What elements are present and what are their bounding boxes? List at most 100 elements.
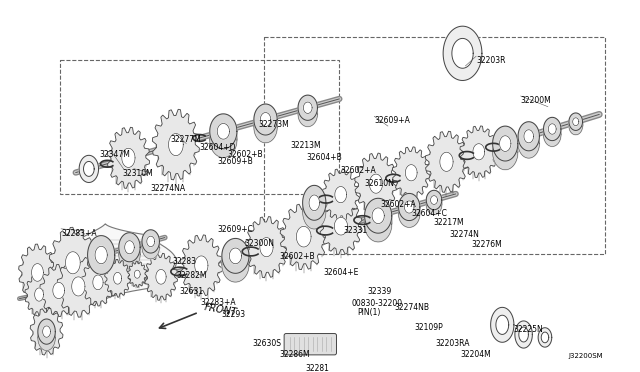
Polygon shape (496, 315, 509, 334)
Text: 32300N: 32300N (244, 240, 275, 248)
Text: 32282M: 32282M (177, 270, 207, 279)
Polygon shape (399, 193, 420, 221)
Polygon shape (79, 155, 99, 183)
Polygon shape (88, 245, 115, 284)
Polygon shape (440, 152, 453, 171)
Polygon shape (254, 112, 277, 143)
Polygon shape (25, 273, 53, 316)
Text: 32602+A: 32602+A (380, 200, 416, 209)
Polygon shape (569, 117, 582, 135)
Polygon shape (431, 196, 438, 204)
Text: 32200M: 32200M (521, 96, 552, 105)
Text: FRONT: FRONT (204, 302, 238, 318)
Text: 32602+A: 32602+A (340, 166, 376, 175)
Polygon shape (541, 332, 548, 343)
Polygon shape (473, 144, 484, 160)
Polygon shape (405, 165, 417, 181)
Bar (264, 37, 605, 254)
Polygon shape (42, 324, 52, 339)
Text: 32331: 32331 (343, 226, 367, 235)
Polygon shape (147, 236, 155, 247)
Polygon shape (426, 190, 442, 210)
Polygon shape (365, 207, 392, 242)
Text: 32274NB: 32274NB (395, 304, 429, 312)
Polygon shape (404, 201, 414, 213)
Polygon shape (334, 217, 348, 235)
Polygon shape (210, 123, 237, 157)
Text: 32630S: 32630S (252, 339, 281, 348)
Text: 32602+B: 32602+B (227, 150, 262, 159)
Polygon shape (108, 127, 150, 189)
Polygon shape (372, 208, 384, 224)
Text: 32604+B: 32604+B (307, 153, 342, 162)
Polygon shape (320, 198, 362, 254)
Polygon shape (296, 227, 311, 247)
Polygon shape (426, 195, 442, 215)
Polygon shape (93, 275, 103, 290)
Polygon shape (548, 124, 556, 134)
Polygon shape (518, 129, 540, 158)
Polygon shape (128, 261, 147, 287)
Polygon shape (369, 174, 383, 193)
Polygon shape (53, 282, 65, 299)
Text: 32286M: 32286M (279, 350, 310, 359)
Polygon shape (303, 194, 326, 229)
Polygon shape (142, 235, 159, 259)
Text: 32283: 32283 (173, 257, 196, 266)
Text: 32604+D: 32604+D (200, 142, 236, 151)
Bar (60, 60, 339, 194)
Polygon shape (217, 124, 230, 139)
Text: 32225N: 32225N (513, 325, 543, 334)
Text: 32204M: 32204M (461, 350, 492, 359)
Polygon shape (72, 277, 85, 296)
Text: 32339: 32339 (367, 287, 392, 296)
Polygon shape (573, 118, 579, 126)
Polygon shape (460, 126, 498, 178)
Polygon shape (543, 123, 561, 147)
Text: 32609+B: 32609+B (217, 157, 253, 166)
Polygon shape (524, 130, 534, 143)
Polygon shape (500, 136, 511, 151)
Text: 32347M: 32347M (99, 150, 130, 159)
Polygon shape (515, 321, 532, 348)
Text: 32213M: 32213M (290, 141, 321, 150)
Polygon shape (134, 270, 140, 278)
Polygon shape (83, 161, 94, 176)
Polygon shape (260, 113, 271, 126)
Polygon shape (399, 200, 420, 227)
Polygon shape (19, 244, 56, 301)
Text: 32217M: 32217M (433, 218, 464, 227)
Text: PIN(1): PIN(1) (357, 308, 380, 317)
Polygon shape (35, 288, 44, 301)
Text: J32200SM: J32200SM (568, 353, 603, 359)
Polygon shape (260, 238, 273, 257)
Polygon shape (119, 233, 140, 262)
Text: 32631: 32631 (179, 287, 204, 296)
Polygon shape (65, 252, 80, 274)
Polygon shape (303, 185, 326, 220)
Polygon shape (493, 126, 518, 161)
Text: 32609+A: 32609+A (374, 116, 410, 125)
FancyBboxPatch shape (284, 334, 337, 355)
Polygon shape (493, 135, 518, 170)
Polygon shape (538, 328, 552, 347)
Polygon shape (222, 247, 249, 282)
Polygon shape (145, 253, 177, 300)
Text: 32293: 32293 (221, 310, 245, 319)
Text: 32274NA: 32274NA (150, 184, 186, 193)
Text: 32277M: 32277M (171, 135, 202, 144)
Polygon shape (335, 186, 347, 203)
Text: 32602+B: 32602+B (279, 252, 315, 261)
Polygon shape (355, 153, 397, 214)
Polygon shape (518, 122, 540, 151)
Polygon shape (40, 264, 77, 317)
Text: 32283+A: 32283+A (61, 229, 97, 238)
Polygon shape (322, 169, 360, 221)
Polygon shape (125, 241, 134, 254)
Text: 32109P: 32109P (414, 323, 443, 332)
Polygon shape (122, 148, 135, 167)
Polygon shape (88, 235, 115, 275)
Polygon shape (142, 230, 159, 253)
Text: 32274N: 32274N (449, 230, 479, 239)
Polygon shape (303, 102, 312, 113)
